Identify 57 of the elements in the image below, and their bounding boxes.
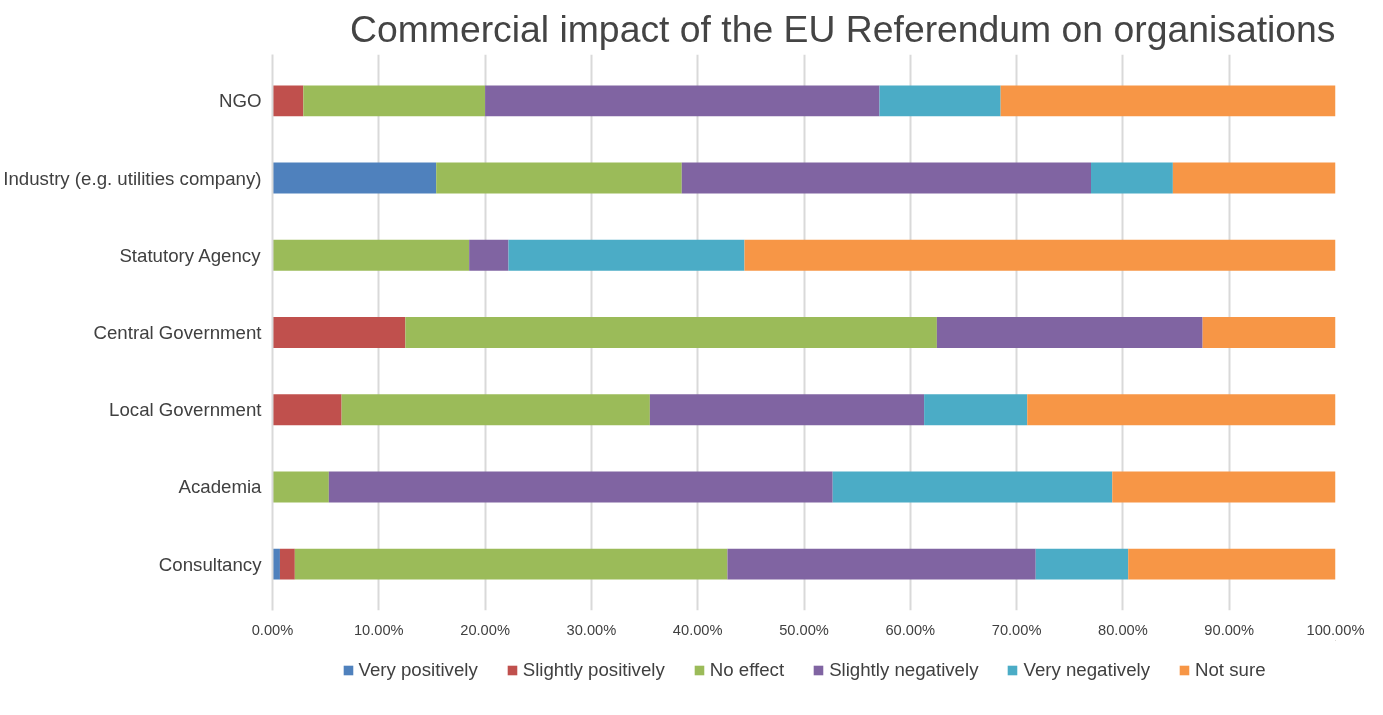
bar bbox=[272, 162, 437, 194]
x-tick-label: 80.00% bbox=[1098, 621, 1148, 638]
bar bbox=[1091, 162, 1173, 194]
x-tick-label: 20.00% bbox=[460, 621, 510, 638]
legend-label: Slightly positively bbox=[522, 659, 665, 681]
bar bbox=[1202, 317, 1336, 348]
bar bbox=[436, 162, 682, 194]
bar bbox=[936, 317, 1203, 348]
bar bbox=[303, 85, 486, 117]
bar bbox=[1035, 548, 1129, 580]
x-tick-label: 60.00% bbox=[885, 621, 936, 638]
x-tick-label: 90.00% bbox=[1204, 621, 1255, 638]
y-tick-label: NGO bbox=[219, 90, 262, 112]
legend-label: Not sure bbox=[1195, 659, 1266, 681]
bar bbox=[744, 239, 1336, 271]
bar bbox=[879, 85, 1001, 117]
bar bbox=[681, 162, 1092, 194]
bar bbox=[1112, 471, 1336, 503]
x-tick-label: 40.00% bbox=[672, 621, 723, 638]
y-tick-label: Central Government bbox=[93, 322, 263, 343]
bar bbox=[924, 394, 1028, 426]
bar bbox=[279, 548, 295, 580]
chart-title: Commercial impact of the EU Referendum on organisations bbox=[350, 7, 1336, 50]
bar bbox=[469, 239, 509, 271]
bar bbox=[649, 394, 925, 426]
bar bbox=[405, 317, 937, 348]
x-tick-label: 100.00% bbox=[1306, 621, 1365, 638]
x-tick-label: 30.00% bbox=[566, 621, 617, 638]
bar bbox=[294, 548, 728, 580]
bar bbox=[272, 471, 329, 503]
bar bbox=[272, 394, 342, 426]
bar bbox=[341, 394, 650, 426]
legend-label: Slightly negatively bbox=[829, 659, 979, 681]
x-tick-label: 0.00% bbox=[251, 621, 294, 638]
y-tick-label: Statutory Agency bbox=[119, 244, 262, 266]
y-tick-label: Industry (e.g. utilities company) bbox=[3, 167, 262, 189]
x-tick-label: 10.00% bbox=[353, 621, 404, 638]
bar bbox=[272, 239, 470, 271]
bar bbox=[272, 317, 406, 348]
legend-label: Very negatively bbox=[1023, 659, 1150, 681]
bar bbox=[508, 239, 745, 271]
legend-label: No effect bbox=[709, 659, 785, 681]
bar bbox=[272, 85, 304, 117]
bar bbox=[328, 471, 833, 503]
y-tick-label: Consultancy bbox=[158, 553, 263, 575]
bar bbox=[1027, 394, 1336, 426]
bar bbox=[727, 548, 1036, 580]
bar bbox=[1172, 162, 1336, 194]
bar bbox=[1128, 548, 1336, 580]
bar bbox=[1000, 85, 1336, 117]
bar bbox=[832, 471, 1113, 503]
bar bbox=[485, 85, 880, 117]
legend-label: Very positively bbox=[358, 659, 478, 681]
x-tick-label: 50.00% bbox=[779, 621, 829, 638]
y-tick-label: Academia bbox=[178, 476, 263, 498]
y-tick-label: Local Government bbox=[109, 399, 263, 421]
x-tick-label: 70.00% bbox=[991, 621, 1042, 638]
